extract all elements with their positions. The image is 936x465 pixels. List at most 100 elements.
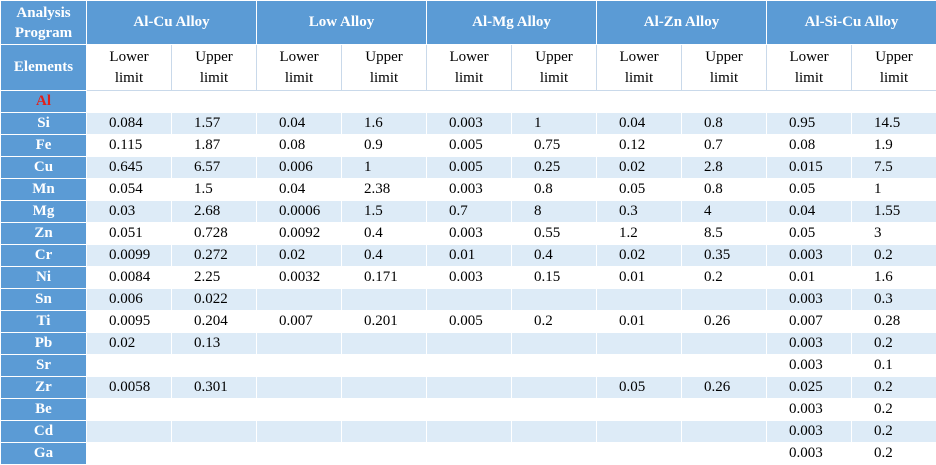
value-cell: 0.12 — [596, 134, 683, 157]
limit-header: Lower limit — [86, 44, 172, 91]
element-cell: Zn — [0, 222, 87, 245]
value-cell: 0.003 — [766, 420, 853, 443]
value-cell: 0.006 — [86, 288, 172, 311]
value-cell: 0.003 — [766, 398, 853, 421]
limit-header: Upper limit — [851, 44, 936, 91]
element-cell: Sr — [0, 354, 87, 377]
value-cell: 0.7 — [681, 134, 768, 157]
value-cell: 0.0092 — [256, 222, 343, 245]
value-cell: 0.115 — [86, 134, 172, 157]
value-cell: 0.2 — [851, 442, 936, 465]
element-cell: Al — [0, 90, 87, 113]
value-cell: 1.6 — [341, 112, 428, 135]
value-cell: 0.015 — [766, 156, 853, 179]
value-cell: 0.08 — [766, 134, 853, 157]
table-row: Zr 0.0058 0.301 0.05 0.26 0.025 0.2 — [0, 376, 936, 399]
value-cell: 0.4 — [511, 244, 598, 267]
empty-cell — [681, 332, 768, 355]
value-cell: 0.0084 — [86, 266, 172, 289]
value-cell: 1 — [511, 112, 598, 135]
table-row: Ti 0.0095 0.204 0.007 0.201 0.005 0.2 0.01 0.26 0… — [0, 310, 936, 333]
limit-text: Upper limit — [535, 48, 573, 86]
limit-text: Lower limit — [279, 48, 319, 86]
table-row: Zn 0.051 0.728 0.0092 0.4 0.003 0.55 1.2 8.5 0.05… — [0, 222, 936, 245]
value-cell: 1.2 — [596, 222, 683, 245]
empty-cell — [681, 398, 768, 421]
limit-header: Lower limit — [256, 44, 343, 91]
value-cell: 0.75 — [511, 134, 598, 157]
empty-cell — [426, 288, 513, 311]
limit-text: Upper limit — [195, 48, 233, 86]
value-cell: 1 — [341, 156, 428, 179]
limit-text: Lower limit — [789, 48, 829, 86]
value-cell: 0.8 — [681, 178, 768, 201]
value-cell: 2.25 — [170, 266, 258, 289]
element-cell: Ni — [0, 266, 87, 289]
empty-cell — [681, 288, 768, 311]
value-cell: 0.26 — [681, 310, 768, 333]
value-cell: 0.26 — [681, 376, 768, 399]
value-cell: 2.8 — [681, 156, 768, 179]
value-cell: 0.95 — [766, 112, 853, 135]
value-cell: 8 — [511, 200, 598, 223]
element-cell: Be — [0, 398, 87, 421]
table-row: Mn 0.054 1.5 0.04 2.38 0.003 0.8 0.05 0.8 0.05 1 — [0, 178, 936, 201]
empty-cell — [511, 420, 598, 443]
table-row: Mg 0.03 2.68 0.0006 1.5 0.7 8 0.3 4 0.04 1.55 — [0, 200, 936, 223]
value-cell: 1.5 — [341, 200, 428, 223]
limit-text: Upper limit — [875, 48, 913, 86]
limit-header: Upper limit — [341, 44, 428, 91]
empty-cell — [511, 376, 598, 399]
element-cell: Ga — [0, 442, 87, 465]
value-cell: 0.01 — [426, 244, 513, 267]
value-cell: 0.04 — [256, 178, 343, 201]
value-cell: 0.301 — [170, 376, 258, 399]
value-cell: 0.03 — [86, 200, 172, 223]
table-row: Pb 0.02 0.13 0.003 0.2 — [0, 332, 936, 355]
value-cell: 0.005 — [426, 310, 513, 333]
value-cell: 0.2 — [851, 376, 936, 399]
value-cell: 0.1 — [851, 354, 936, 377]
empty-cell — [341, 332, 428, 355]
value-cell: 0.02 — [596, 244, 683, 267]
value-cell: 0.25 — [511, 156, 598, 179]
empty-cell — [256, 420, 343, 443]
value-cell: 1 — [851, 178, 936, 201]
empty-cell — [341, 420, 428, 443]
value-cell: 0.05 — [596, 178, 683, 201]
empty-cell — [596, 420, 683, 443]
value-cell: 0.04 — [596, 112, 683, 135]
empty-cell — [426, 420, 513, 443]
empty-cell — [170, 354, 258, 377]
value-cell: 0.025 — [766, 376, 853, 399]
value-cell: 0.003 — [426, 266, 513, 289]
alloy-header: Al-Mg Alloy — [426, 0, 598, 45]
value-cell: 0.35 — [681, 244, 768, 267]
value-cell: 0.007 — [256, 310, 343, 333]
element-cell: Sn — [0, 288, 87, 311]
empty-cell — [511, 332, 598, 355]
value-cell: 0.0099 — [86, 244, 172, 267]
value-cell: 0.55 — [511, 222, 598, 245]
value-cell: 0.2 — [511, 310, 598, 333]
empty-cell — [256, 442, 343, 465]
empty-cell — [596, 398, 683, 421]
empty-cell — [596, 332, 683, 355]
empty-cell — [341, 288, 428, 311]
value-cell: 0.051 — [86, 222, 172, 245]
value-cell: 0.01 — [596, 310, 683, 333]
value-cell: 0.9 — [341, 134, 428, 157]
empty-cell — [511, 398, 598, 421]
value-cell: 0.728 — [170, 222, 258, 245]
empty-cell — [170, 398, 258, 421]
value-cell: 0.272 — [170, 244, 258, 267]
value-cell: 1.55 — [851, 200, 936, 223]
empty-cell — [851, 90, 936, 113]
value-cell: 0.02 — [86, 332, 172, 355]
value-cell: 3 — [851, 222, 936, 245]
value-cell: 0.0095 — [86, 310, 172, 333]
element-cell: Mn — [0, 178, 87, 201]
limit-text: Lower limit — [109, 48, 149, 86]
value-cell: 0.4 — [341, 244, 428, 267]
limit-header: Upper limit — [511, 44, 598, 91]
